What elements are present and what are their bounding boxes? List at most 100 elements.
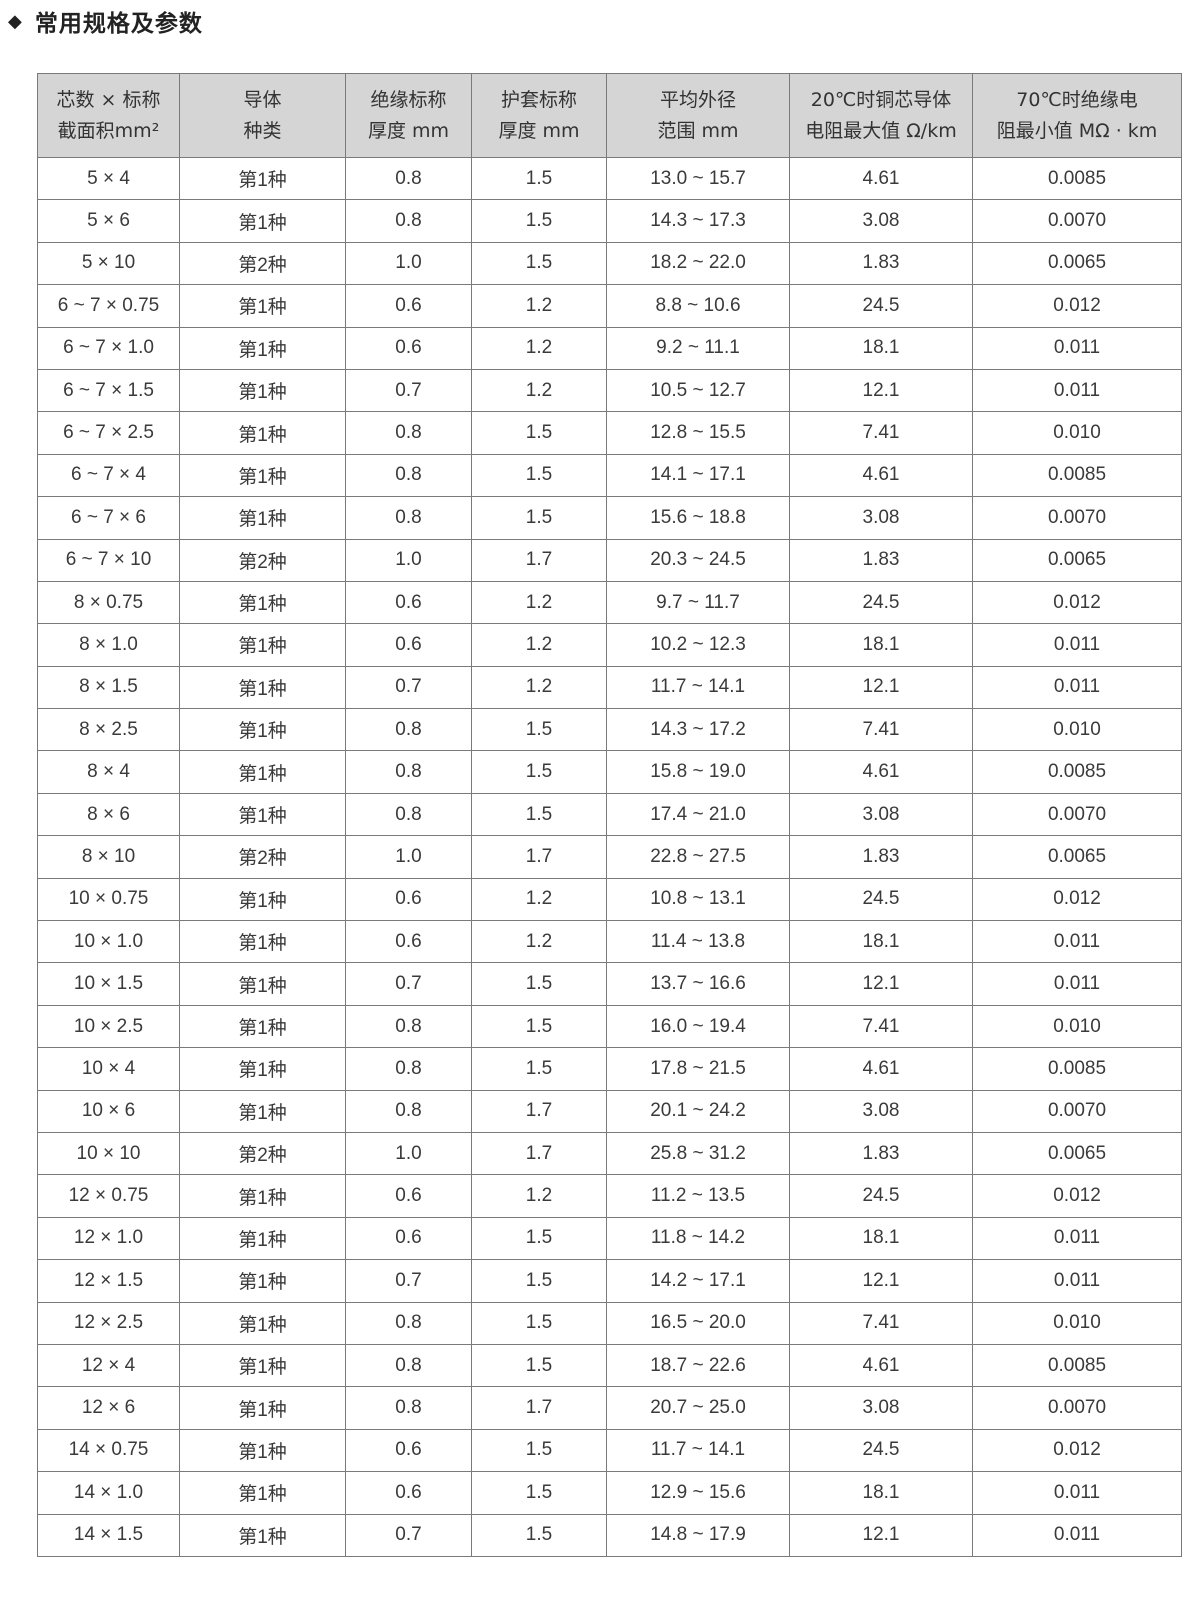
cell-outer-diameter: 12.8 ~ 15.5	[606, 411, 790, 455]
cell-insulation-thickness: 0.8	[345, 1343, 472, 1388]
cell-insulation-thickness: 0.8	[345, 750, 472, 794]
cell-outer-diameter: 17.8 ~ 21.5	[606, 1047, 790, 1091]
cell-conductor-type: 第1种	[179, 199, 346, 243]
cell-conductor-type: 第1种	[179, 1216, 346, 1261]
cell-cores-area: 8 × 4	[37, 750, 180, 794]
cell-conductor-type: 第1种	[179, 496, 346, 540]
header-line: 阻最小值 MΩ · km	[996, 119, 1158, 142]
cell-conductor-resistance: 18.1	[789, 326, 973, 370]
table-row: 5 × 4 第1种 0.8 1.5 13.0 ~ 15.7 4.61 0.0085	[37, 156, 1182, 201]
cell-outer-diameter: 15.8 ~ 19.0	[606, 750, 790, 794]
cell-conductor-resistance: 4.61	[789, 1343, 973, 1388]
cell-insulation-resistance: 0.0065	[972, 538, 1182, 582]
cell-conductor-resistance: 7.41	[789, 1301, 973, 1345]
cell-conductor-resistance: 24.5	[789, 1428, 973, 1473]
cell-insulation-resistance: 0.011	[972, 1471, 1182, 1515]
table-row: 8 × 2.5 第1种 0.8 1.5 14.3 ~ 17.2 7.41 0.010	[37, 708, 1182, 752]
cell-conductor-resistance: 24.5	[789, 1174, 973, 1218]
cell-cores-area: 5 × 4	[37, 156, 180, 201]
cell-sheath-thickness: 1.2	[471, 284, 607, 328]
cell-sheath-thickness: 1.7	[471, 1131, 607, 1176]
cell-outer-diameter: 11.8 ~ 14.2	[606, 1216, 790, 1261]
cell-outer-diameter: 8.8 ~ 10.6	[606, 284, 790, 328]
spec-table: 芯数 × 标称 截面积mm² 导体 种类 绝缘标称 厚度 mm 护套标称 厚度 mm 平均外径范…	[37, 73, 1182, 1557]
cell-sheath-thickness: 1.5	[471, 199, 607, 243]
header-conductor-type: 导体 种类	[179, 73, 346, 158]
header-line: 平均外径	[659, 88, 736, 111]
cell-outer-diameter: 11.7 ~ 14.1	[606, 665, 790, 710]
cell-insulation-thickness: 0.8	[345, 496, 472, 540]
cell-sheath-thickness: 1.5	[471, 1428, 607, 1473]
cell-conductor-resistance: 7.41	[789, 708, 973, 752]
cell-cores-area: 6 ~ 7 × 0.75	[37, 284, 180, 328]
cell-cores-area: 12 × 6	[37, 1386, 180, 1430]
cell-sheath-thickness: 1.2	[471, 877, 607, 922]
cell-sheath-thickness: 1.5	[471, 241, 607, 286]
cell-insulation-thickness: 0.8	[345, 156, 472, 201]
cell-insulation-thickness: 0.6	[345, 1471, 472, 1515]
cell-conductor-resistance: 4.61	[789, 453, 973, 498]
cell-sheath-thickness: 1.5	[471, 1471, 607, 1515]
cell-cores-area: 8 × 6	[37, 792, 180, 837]
table-row: 8 × 10 第2种 1.0 1.7 22.8 ~ 27.5 1.83 0.0065	[37, 835, 1182, 879]
cell-conductor-type: 第1种	[179, 453, 346, 498]
cell-insulation-thickness: 0.8	[345, 199, 472, 243]
cell-conductor-type: 第1种	[179, 284, 346, 328]
cell-conductor-type: 第1种	[179, 708, 346, 752]
cell-conductor-type: 第2种	[179, 538, 346, 582]
cell-sheath-thickness: 1.5	[471, 156, 607, 201]
cell-insulation-thickness: 0.6	[345, 1216, 472, 1261]
cell-insulation-thickness: 0.8	[345, 1089, 472, 1133]
cell-insulation-resistance: 0.012	[972, 1428, 1182, 1473]
table-row: 6 ~ 7 × 6 第1种 0.8 1.5 15.6 ~ 18.8 3.08 0.0070	[37, 496, 1182, 540]
cell-sheath-thickness: 1.2	[471, 665, 607, 710]
cell-cores-area: 8 × 1.5	[37, 665, 180, 710]
cell-cores-area: 6 ~ 7 × 1.0	[37, 326, 180, 370]
cell-conductor-type: 第1种	[179, 1428, 346, 1473]
cell-insulation-thickness: 1.0	[345, 538, 472, 582]
cell-conductor-resistance: 12.1	[789, 1513, 973, 1557]
cell-outer-diameter: 10.5 ~ 12.7	[606, 368, 790, 413]
cell-conductor-resistance: 4.61	[789, 1047, 973, 1091]
cell-insulation-resistance: 0.011	[972, 665, 1182, 710]
cell-cores-area: 12 × 4	[37, 1343, 180, 1388]
cell-sheath-thickness: 1.2	[471, 580, 607, 625]
cell-cores-area: 10 × 6	[37, 1089, 180, 1133]
cell-insulation-resistance: 0.0085	[972, 750, 1182, 794]
cell-outer-diameter: 18.2 ~ 22.0	[606, 241, 790, 286]
cell-cores-area: 10 × 1.5	[37, 962, 180, 1006]
cell-sheath-thickness: 1.5	[471, 411, 607, 455]
cell-insulation-resistance: 0.0070	[972, 1089, 1182, 1133]
cell-conductor-type: 第1种	[179, 623, 346, 667]
cell-sheath-thickness: 1.7	[471, 835, 607, 879]
cell-insulation-resistance: 0.010	[972, 411, 1182, 455]
cell-conductor-type: 第1种	[179, 920, 346, 964]
cell-cores-area: 10 × 1.0	[37, 920, 180, 964]
cell-insulation-thickness: 0.8	[345, 411, 472, 455]
header-cores-area: 芯数 × 标称 截面积mm²	[37, 73, 180, 158]
cell-insulation-thickness: 0.8	[345, 1047, 472, 1091]
cell-conductor-type: 第2种	[179, 241, 346, 286]
cell-insulation-resistance: 0.011	[972, 1259, 1182, 1303]
table-row: 5 × 10 第2种 1.0 1.5 18.2 ~ 22.0 1.83 0.0065	[37, 241, 1182, 286]
cell-cores-area: 6 ~ 7 × 1.5	[37, 368, 180, 413]
cell-insulation-resistance: 0.011	[972, 920, 1182, 964]
table-row: 8 × 1.5 第1种 0.7 1.2 11.7 ~ 14.1 12.1 0.011	[37, 665, 1182, 710]
cell-insulation-resistance: 0.0065	[972, 835, 1182, 879]
table-row: 12 × 1.0 第1种 0.6 1.5 11.8 ~ 14.2 18.1 0.011	[37, 1216, 1182, 1261]
table-row: 12 × 1.5 第1种 0.7 1.5 14.2 ~ 17.1 12.1 0.011	[37, 1259, 1182, 1303]
cell-cores-area: 6 ~ 7 × 4	[37, 453, 180, 498]
cell-conductor-resistance: 1.83	[789, 1131, 973, 1176]
header-line: 厚度 mm	[367, 119, 450, 142]
cell-conductor-resistance: 12.1	[789, 962, 973, 1006]
cell-insulation-resistance: 0.012	[972, 284, 1182, 328]
cell-cores-area: 10 × 0.75	[37, 877, 180, 922]
cell-insulation-thickness: 0.6	[345, 580, 472, 625]
cell-cores-area: 8 × 0.75	[37, 580, 180, 625]
cell-sheath-thickness: 1.2	[471, 623, 607, 667]
cell-outer-diameter: 16.0 ~ 19.4	[606, 1004, 790, 1049]
cell-insulation-thickness: 0.8	[345, 1004, 472, 1049]
table-row: 8 × 6 第1种 0.8 1.5 17.4 ~ 21.0 3.08 0.0070	[37, 792, 1182, 837]
table-row: 14 × 1.0 第1种 0.6 1.5 12.9 ~ 15.6 18.1 0.011	[37, 1471, 1182, 1515]
cell-cores-area: 8 × 10	[37, 835, 180, 879]
